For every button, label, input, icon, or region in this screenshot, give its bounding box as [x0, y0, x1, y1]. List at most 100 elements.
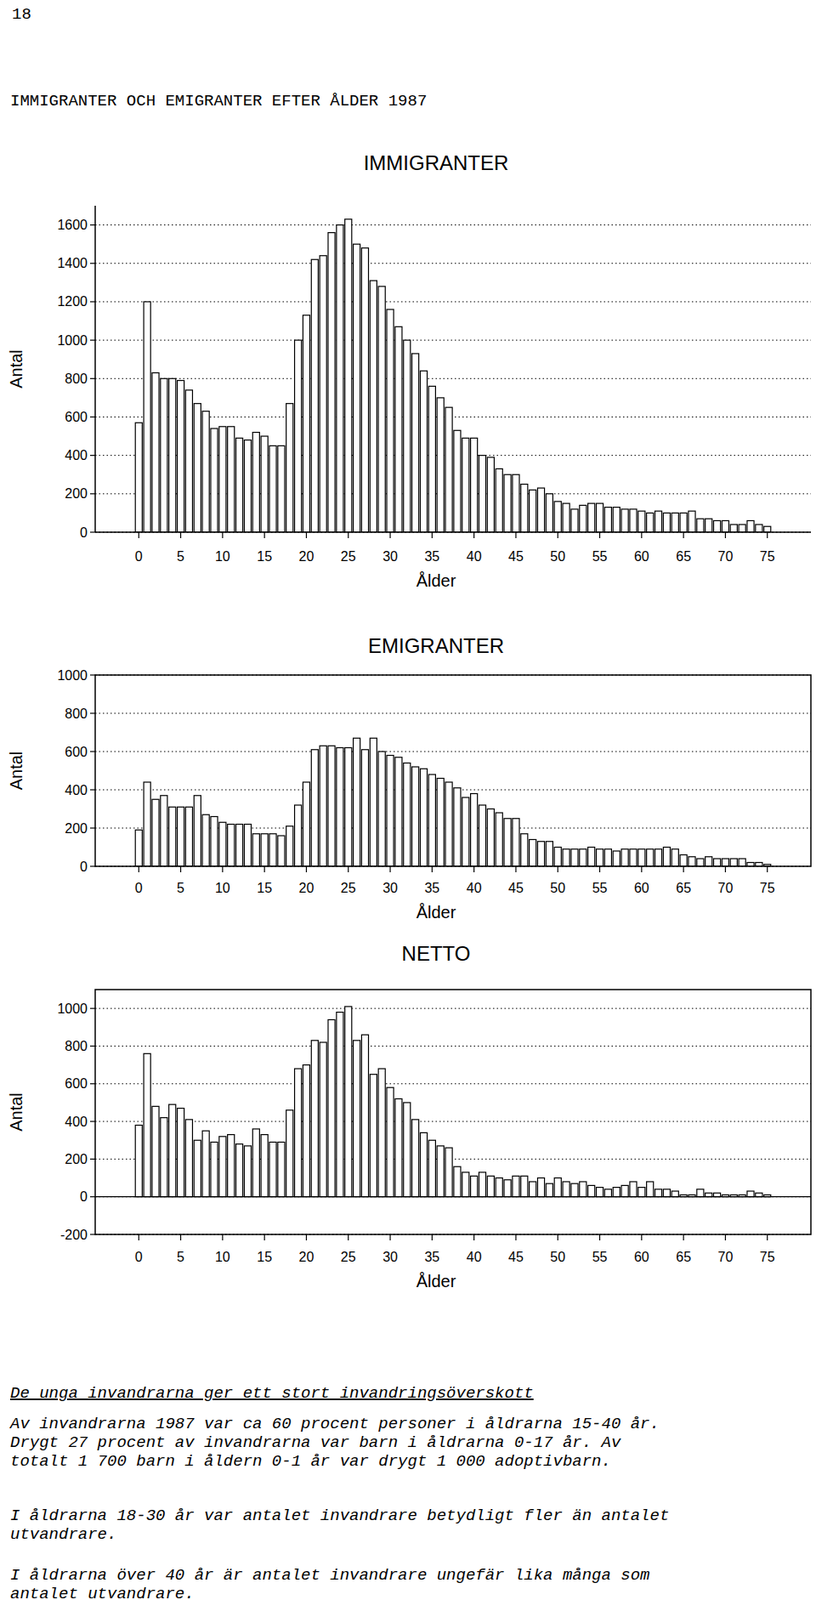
bar [185, 1119, 193, 1197]
bar [227, 1134, 235, 1197]
bar [629, 509, 637, 533]
x-tick [640, 866, 642, 873]
bar [738, 858, 746, 867]
bar [177, 806, 185, 867]
page-number: 18 [11, 5, 32, 24]
bar [495, 1178, 503, 1197]
y-tick [90, 827, 96, 828]
x-tick [725, 866, 726, 873]
grid-line [95, 751, 811, 753]
bar [252, 1128, 260, 1197]
bar [336, 748, 344, 867]
y-tick [90, 674, 96, 675]
bar [495, 468, 503, 533]
bar [655, 1189, 663, 1197]
bar [143, 1053, 151, 1196]
y-tick [90, 1120, 96, 1122]
bar [319, 255, 327, 533]
bar [269, 1141, 277, 1196]
bar [470, 793, 478, 867]
x-tick-label: 45 [508, 1249, 524, 1264]
x-tick [180, 1234, 182, 1241]
bar [521, 833, 528, 867]
bar [152, 1105, 159, 1196]
bar [562, 849, 570, 867]
bar [738, 524, 746, 533]
y-tick-label: 1600 [56, 217, 88, 233]
x-tick-label: 65 [675, 549, 692, 564]
bar [595, 1187, 603, 1197]
x-tick [515, 1234, 516, 1241]
bar [403, 340, 411, 533]
chart-title: NETTO [402, 941, 471, 965]
x-tick-label: 25 [340, 880, 357, 896]
bar [470, 437, 478, 533]
bar [219, 1136, 227, 1197]
x-tick-label: 60 [634, 1249, 650, 1264]
x-tick [264, 532, 266, 539]
bar [302, 782, 310, 867]
chart-title: EMIGRANTER [368, 634, 505, 658]
bar [311, 1040, 318, 1197]
bar [671, 512, 679, 533]
bar [571, 1183, 578, 1197]
y-tick [90, 865, 96, 867]
x-tick [347, 866, 349, 873]
bar [705, 856, 713, 867]
y-tick [90, 416, 96, 418]
bar [453, 1166, 461, 1196]
bar [369, 737, 377, 867]
bar [529, 489, 537, 533]
x-tick-label: 70 [718, 880, 734, 896]
x-tick-label: 50 [549, 880, 566, 896]
x-tick-label: 0 [135, 1249, 143, 1264]
y-axis-label: Antal [6, 349, 26, 389]
x-tick-label: 50 [549, 549, 566, 564]
bar [252, 432, 260, 533]
grid-line [95, 378, 811, 380]
bar [512, 474, 520, 533]
x-tick-label: 40 [466, 880, 482, 896]
bar [219, 426, 227, 533]
bar [604, 1189, 612, 1197]
y-tick [90, 224, 96, 226]
bar [545, 841, 553, 867]
x-tick [683, 866, 685, 873]
bar [210, 1141, 218, 1196]
bar [462, 797, 470, 867]
bar [419, 370, 427, 533]
bar [529, 839, 537, 867]
bar [169, 1104, 176, 1197]
bar [260, 1134, 268, 1197]
x-tick-label: 5 [176, 880, 185, 896]
y-tick-label: 400 [64, 447, 88, 463]
bar [638, 849, 646, 867]
bar [646, 1181, 654, 1197]
x-tick [473, 866, 475, 873]
bar [369, 1074, 377, 1197]
y-tick-label: 400 [64, 782, 88, 798]
bar [629, 1181, 637, 1197]
bar [419, 1132, 427, 1196]
bar [345, 1006, 352, 1197]
bar [353, 243, 361, 533]
x-tick [599, 866, 601, 873]
y-tick [90, 340, 96, 341]
bar [277, 445, 285, 533]
bar [646, 849, 654, 867]
x-tick-label: 5 [176, 549, 185, 564]
x-tick-label: 75 [759, 1249, 776, 1264]
bar [328, 232, 335, 533]
bar [537, 841, 544, 867]
paragraph-line: I åldrarna 18-30 år var antalet invandra… [10, 1506, 669, 1525]
x-tick-label: 40 [466, 549, 482, 564]
plot-frame [95, 989, 811, 1235]
bar [764, 526, 771, 533]
x-tick [180, 532, 182, 539]
y-tick [90, 788, 96, 790]
bar [160, 1117, 168, 1197]
bar [436, 778, 444, 867]
x-tick-label: 15 [256, 880, 272, 896]
bar [579, 504, 587, 533]
bar [412, 353, 420, 533]
